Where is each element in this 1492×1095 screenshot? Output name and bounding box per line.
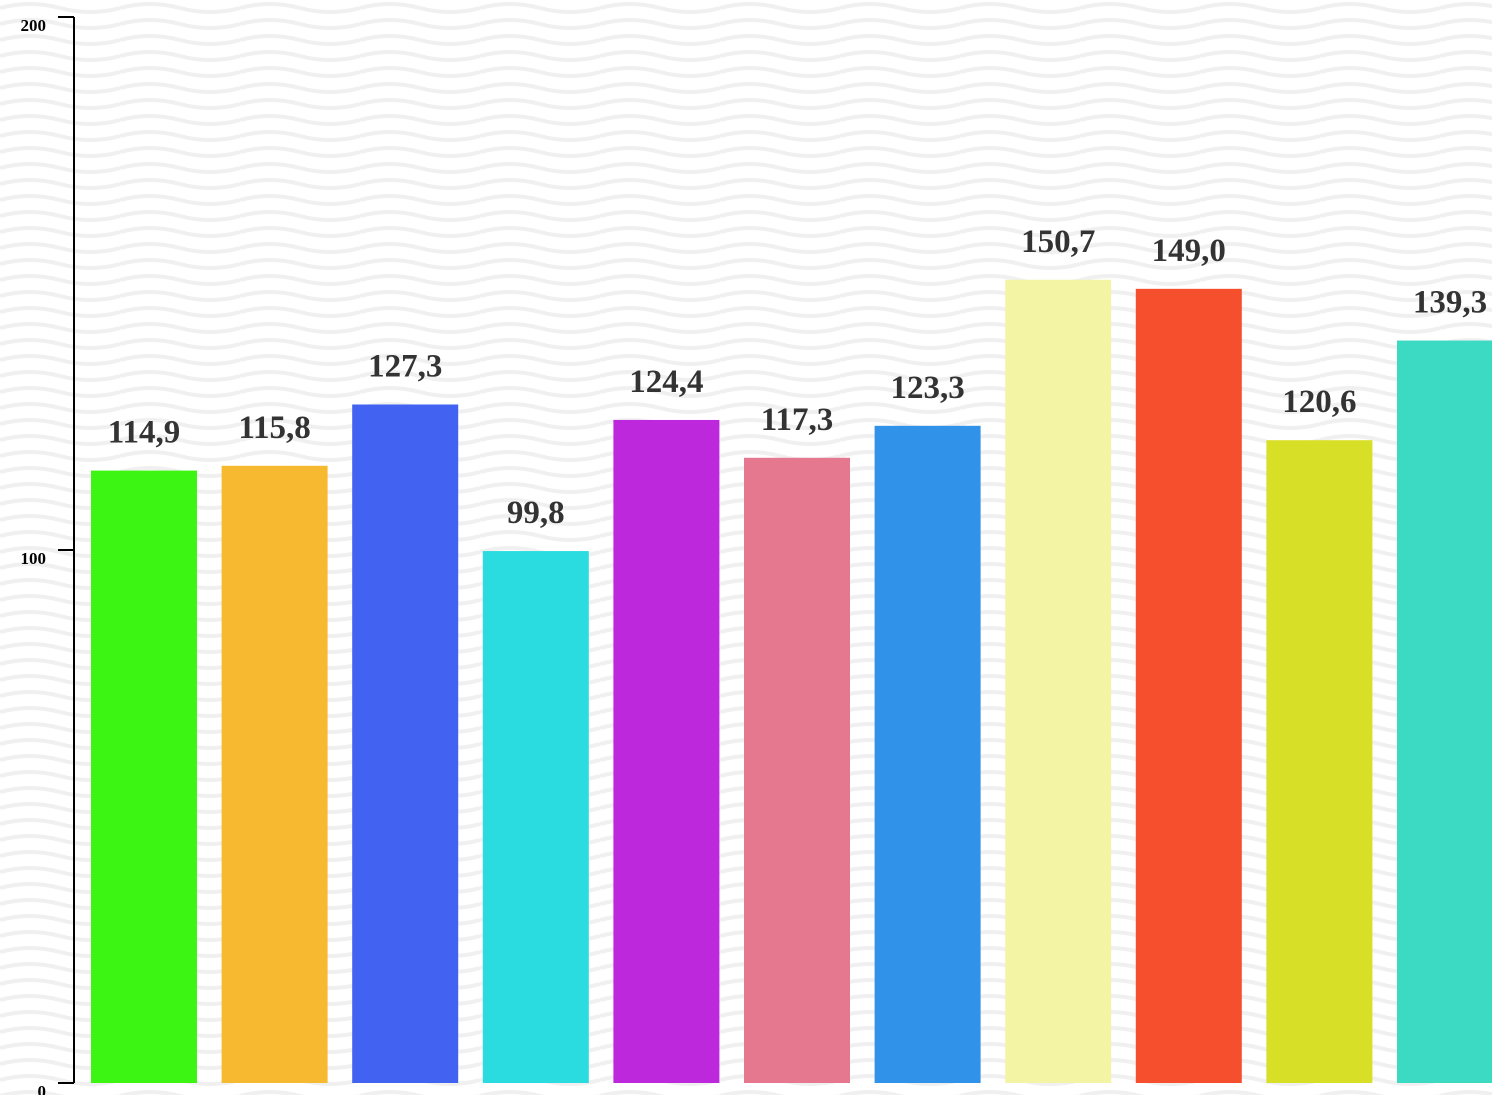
bar-labels-group: 114,9 115,8 127,3 99,8 124,4 117,3 123,3 150,7 1…	[108, 224, 1487, 531]
bar-value-label-5: 124,4	[629, 364, 703, 400]
bar-10	[1266, 440, 1373, 1083]
bar-5	[613, 419, 720, 1083]
y-tick-label-200: 200	[21, 16, 47, 35]
y-tick-label-0: 0	[38, 1082, 47, 1095]
bar-value-label-8: 150,7	[1021, 224, 1095, 260]
bar-11	[1397, 340, 1492, 1083]
bar-9	[1135, 288, 1242, 1084]
bar-value-label-1: 114,9	[108, 415, 180, 451]
bar-8	[1005, 279, 1112, 1083]
bar-value-label-4: 99,8	[507, 495, 565, 531]
bar-value-label-2: 115,8	[238, 410, 310, 446]
bar-3	[352, 404, 459, 1084]
bar-2	[221, 465, 328, 1083]
bar-1	[91, 470, 197, 1083]
bars-group	[91, 279, 1492, 1084]
y-ticks-group: 0 100 200	[21, 16, 74, 1095]
bar-value-label-9: 149,0	[1152, 233, 1226, 269]
bar-7	[874, 425, 981, 1083]
bar-value-label-6: 117,3	[761, 402, 833, 438]
bar-6	[744, 457, 850, 1083]
bar-4	[482, 551, 589, 1083]
bar-value-label-11: 139,3	[1413, 285, 1487, 321]
bar-value-label-3: 127,3	[368, 348, 442, 384]
bar-value-label-10: 120,6	[1282, 384, 1356, 420]
y-tick-label-100: 100	[21, 549, 47, 568]
bar-value-label-7: 123,3	[890, 370, 964, 406]
